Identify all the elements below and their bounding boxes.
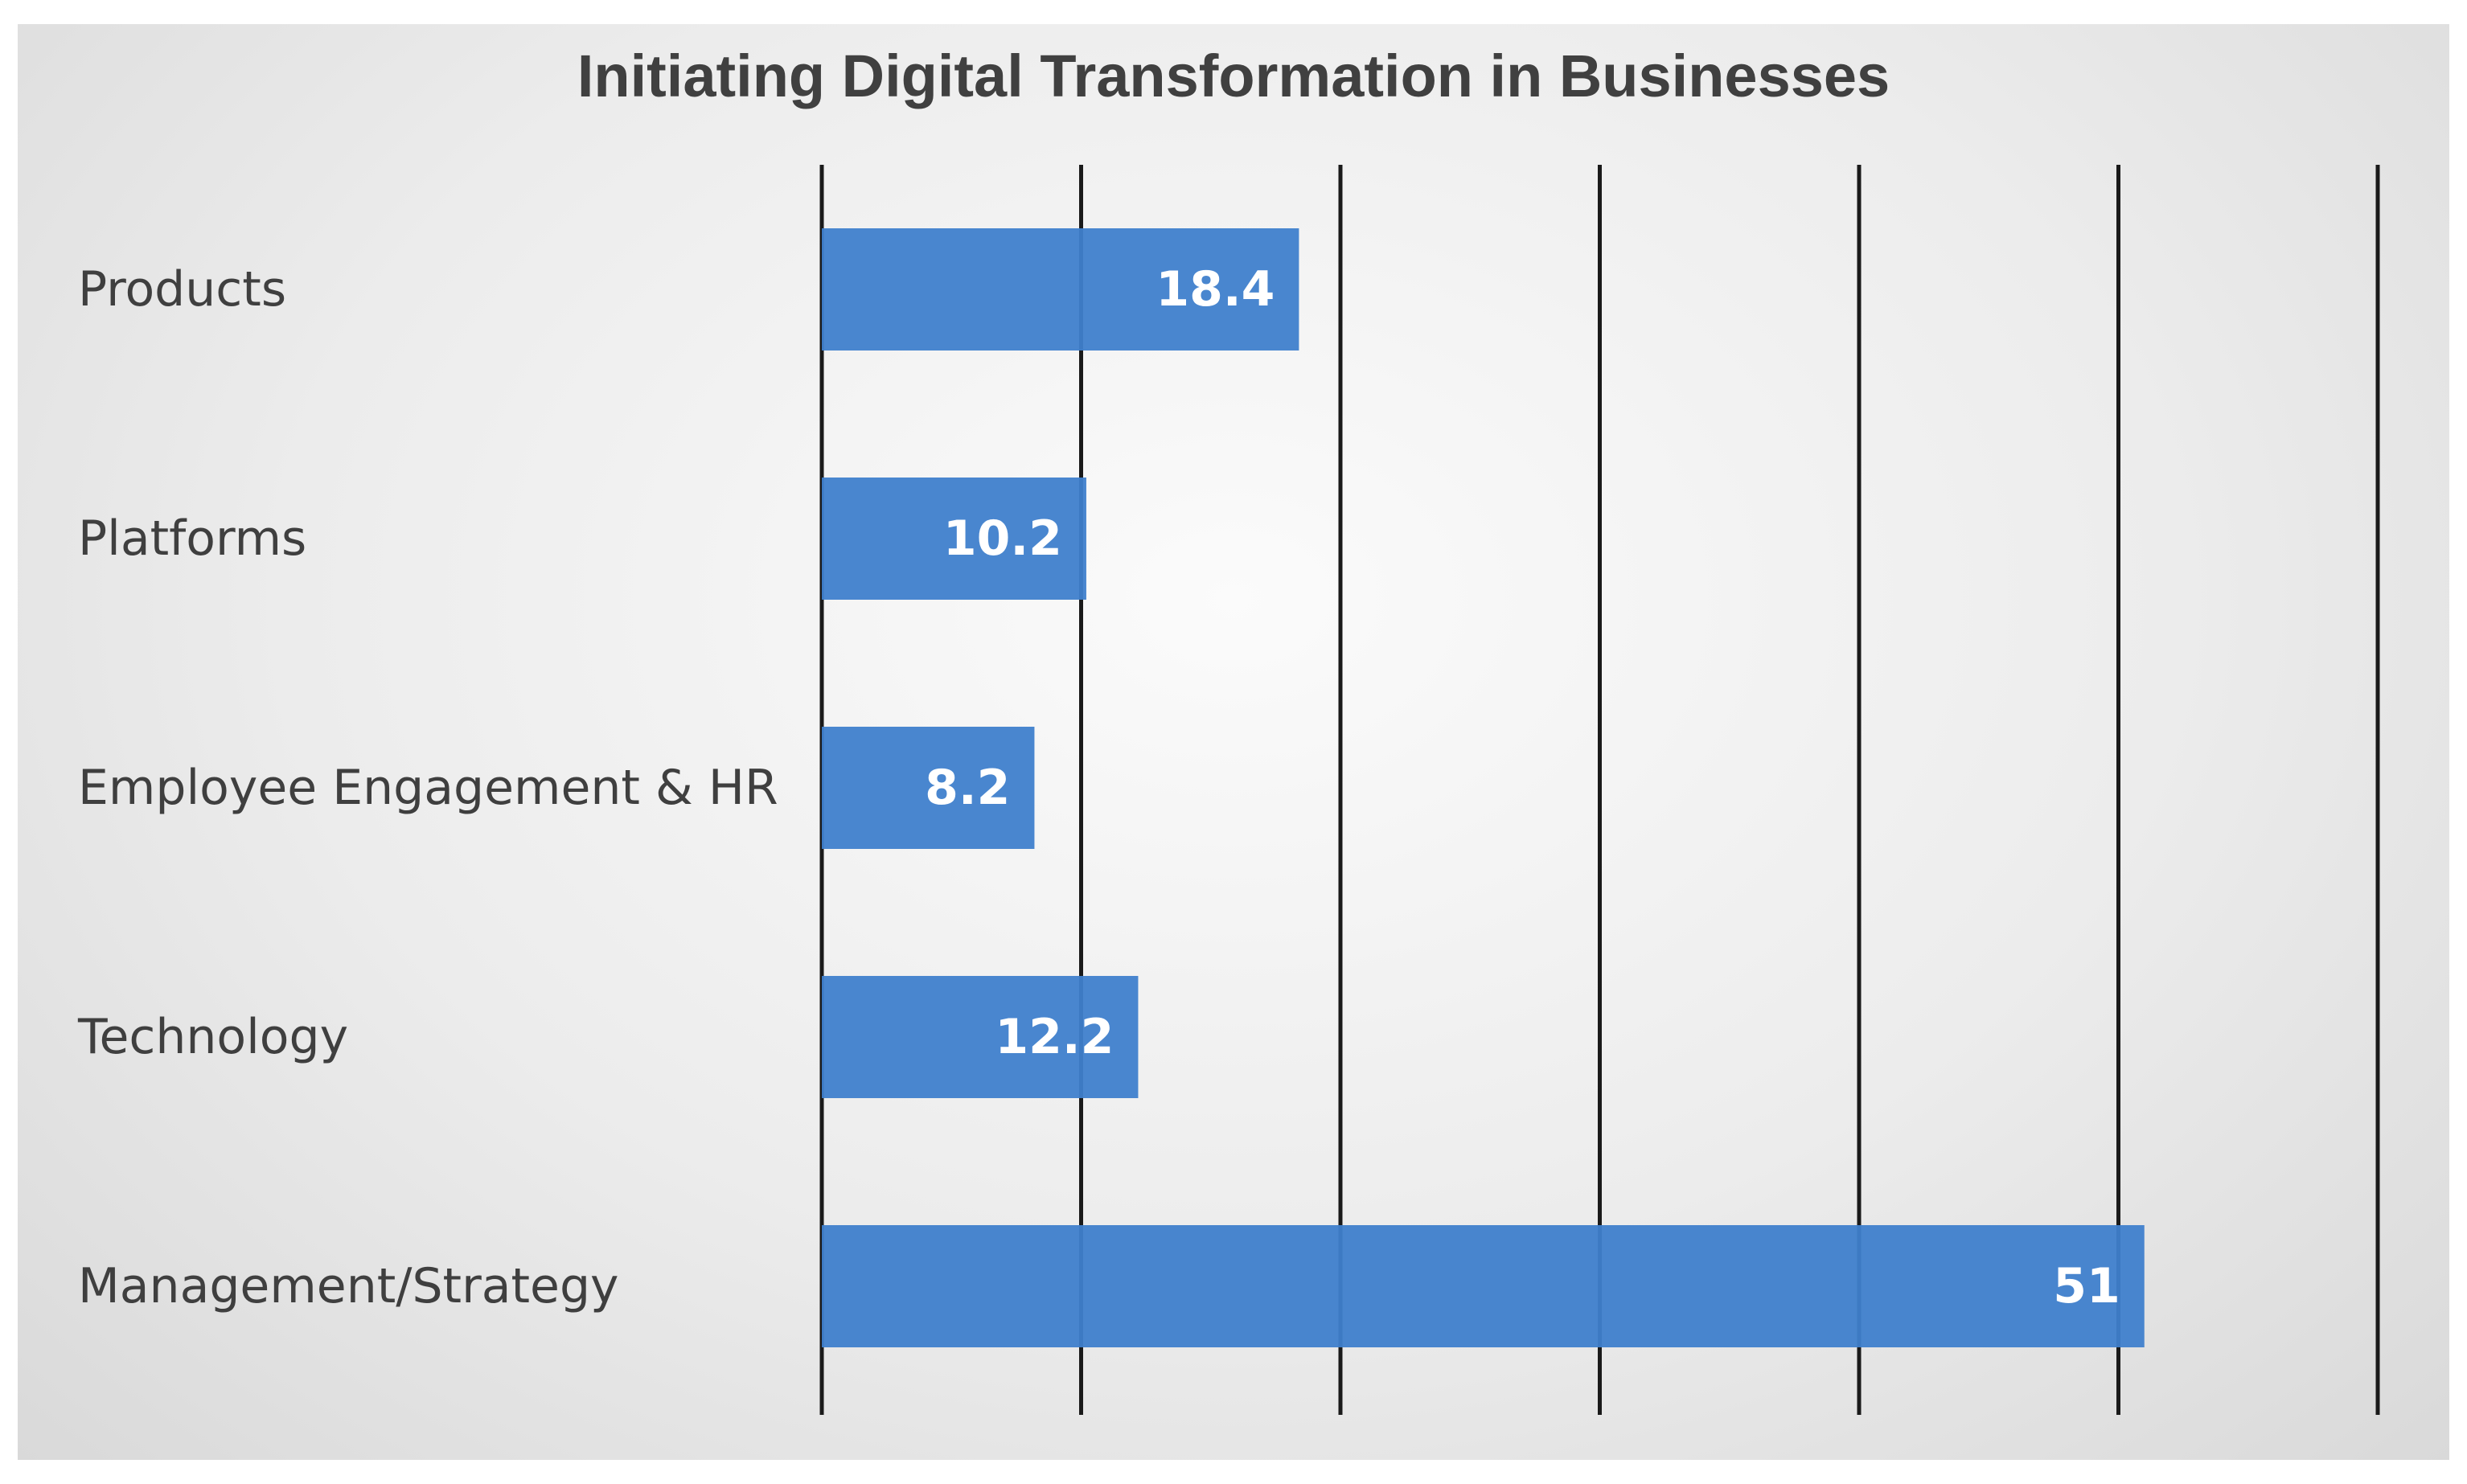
value-label-products: 18.4 xyxy=(1156,261,1275,318)
bar-employee-engagement-hr xyxy=(822,727,1035,849)
category-label-management-strategy: Management/Strategy xyxy=(78,1258,619,1314)
value-labels: 18.4 10.2 8.2 12.2 51 xyxy=(925,261,2120,1314)
gridlines xyxy=(819,165,2380,1415)
category-label-technology: Technology xyxy=(77,1009,348,1065)
category-label-products: Products xyxy=(78,261,286,318)
value-label-employee-engagement-hr: 8.2 xyxy=(925,760,1010,816)
bar-products xyxy=(822,228,1299,351)
bar-platforms xyxy=(822,478,1086,600)
chart-frame: Initiating Digital Transformation in Bus… xyxy=(18,24,2449,1460)
category-labels: Products Platforms Employee Engagement & H… xyxy=(77,261,778,1314)
bar-technology xyxy=(822,976,1139,1098)
chart-title: Initiating Digital Transformation in Bus… xyxy=(577,43,1890,109)
bar-management-strategy xyxy=(822,1225,2145,1347)
category-label-platforms: Platforms xyxy=(78,510,306,567)
value-label-management-strategy: 51 xyxy=(2053,1258,2120,1314)
bar-chart: Products Platforms Employee Engagement & H… xyxy=(77,165,2380,1415)
value-label-platforms: 10.2 xyxy=(943,510,1062,567)
bars xyxy=(822,228,2145,1347)
value-label-technology: 12.2 xyxy=(995,1009,1114,1065)
category-label-employee-engagement-hr: Employee Engagement & HR xyxy=(78,760,778,816)
